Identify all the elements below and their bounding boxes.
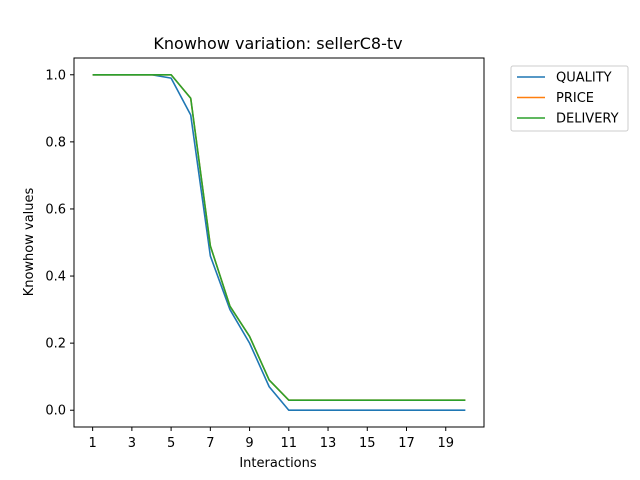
series-line-quality bbox=[92, 73, 466, 412]
legend: QUALITY PRICE DELIVERY bbox=[510, 65, 629, 132]
y-axis: 0.0 0.2 0.4 0.6 0.8 1.0 bbox=[45, 68, 74, 419]
chart-title: Knowhow variation: sellerC8-tv bbox=[153, 34, 402, 53]
y-tick-label: 0.8 bbox=[45, 135, 66, 150]
legend-label: QUALITY bbox=[556, 71, 612, 86]
x-tick-label: 15 bbox=[359, 436, 376, 451]
x-tick-label: 1 bbox=[88, 436, 96, 451]
x-tick-label: 17 bbox=[398, 436, 415, 451]
legend-box bbox=[510, 65, 629, 132]
plot-area bbox=[73, 57, 485, 428]
y-tick-label: 0.4 bbox=[45, 270, 66, 285]
y-axis-label: Knowhow values bbox=[22, 187, 37, 296]
x-tick-label: 5 bbox=[167, 436, 175, 451]
series-lines bbox=[92, 73, 466, 412]
x-tick-label: 7 bbox=[206, 436, 214, 451]
x-tick-label: 13 bbox=[320, 436, 337, 451]
y-tick-label: 1.0 bbox=[45, 68, 66, 83]
series-line-delivery bbox=[92, 73, 466, 401]
x-tick-label: 11 bbox=[281, 436, 298, 451]
legend-label: DELIVERY bbox=[556, 112, 619, 127]
x-tick-label: 19 bbox=[437, 436, 454, 451]
x-axis: 1 3 5 7 9 11 13 15 17 19 bbox=[88, 427, 454, 451]
y-tick-label: 0.0 bbox=[45, 404, 66, 419]
y-tick-label: 0.6 bbox=[45, 202, 66, 217]
series-line-price bbox=[92, 73, 466, 401]
y-tick-label: 0.2 bbox=[45, 337, 66, 352]
legend-label: PRICE bbox=[556, 91, 594, 106]
x-axis-label: Interactions bbox=[239, 456, 317, 471]
x-tick-label: 9 bbox=[245, 436, 253, 451]
x-tick-label: 3 bbox=[128, 436, 136, 451]
